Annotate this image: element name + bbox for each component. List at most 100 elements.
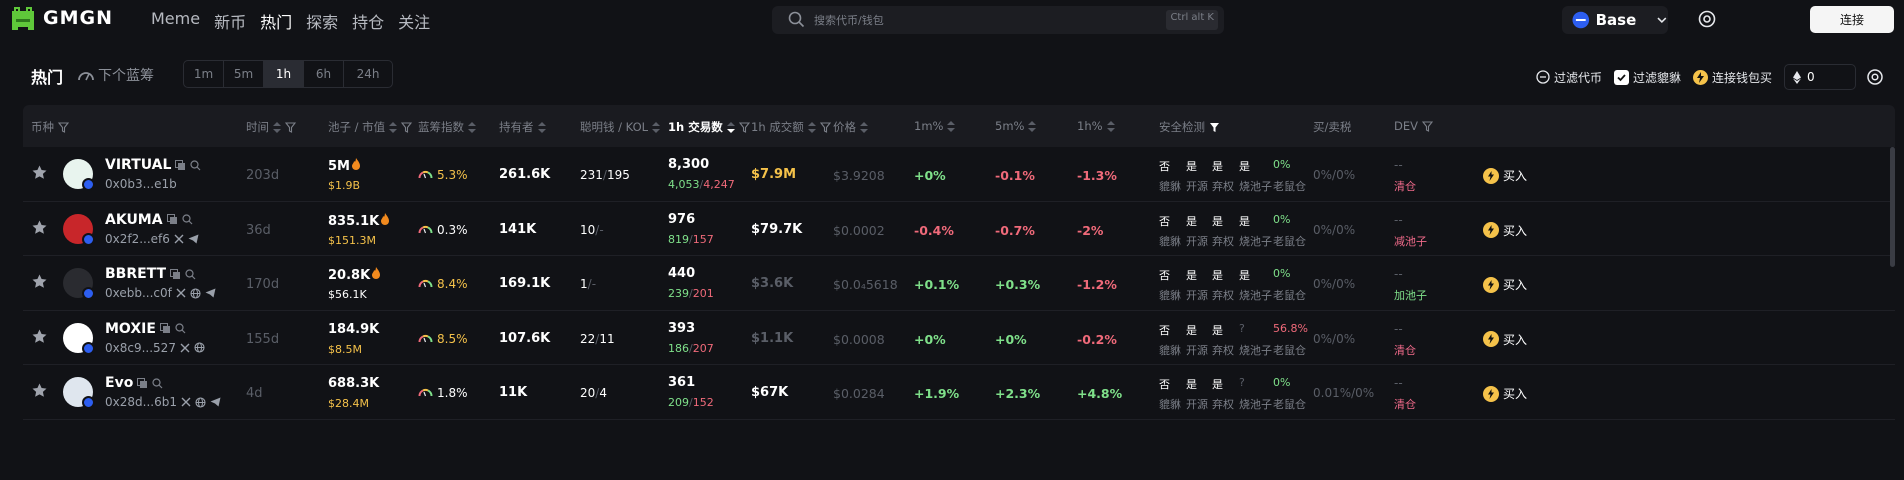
search-icon[interactable] (185, 268, 196, 280)
filter-honeypot-toggle[interactable]: 过滤貔貅 (1613, 69, 1681, 86)
buy-button[interactable]: 买入 (1483, 385, 1527, 402)
token-name-cell[interactable]: MOXIE (105, 321, 186, 337)
search-icon[interactable] (152, 377, 163, 389)
token-name-cell[interactable]: VIRTUAL (105, 157, 201, 173)
sort-icon[interactable] (947, 120, 956, 132)
eth-amount-field[interactable] (1784, 64, 1856, 90)
copy-icon[interactable] (170, 268, 181, 280)
sort-icon[interactable] (1028, 120, 1037, 132)
tab-5m[interactable]: 5m (224, 61, 264, 87)
table-row[interactable]: Evo 0x28d...6b1 4d 688.3K $28.4M 1.8% 11K 20/4 3… (23, 365, 1895, 420)
column-header-blue[interactable]: 蓝筹指数 (418, 119, 476, 135)
x-twitter-icon[interactable] (181, 397, 191, 407)
column-header-coin[interactable]: 币种 (31, 119, 69, 135)
website-globe-icon[interactable] (194, 342, 205, 353)
filter-icon[interactable] (58, 121, 69, 133)
filter-icon[interactable] (401, 121, 413, 133)
wallet-buy-button[interactable]: 连接钱包买 (1692, 69, 1772, 86)
x-twitter-icon[interactable] (180, 343, 190, 353)
x-twitter-icon[interactable] (176, 288, 186, 298)
column-header-smart[interactable]: 聪明钱 / KOL (580, 119, 661, 135)
column-header-volume[interactable]: 1h 成交额 (751, 119, 831, 135)
connect-button[interactable]: 连接 (1810, 6, 1894, 33)
favorite-star-icon[interactable] (32, 274, 47, 289)
tab-1h[interactable]: 1h (264, 61, 304, 87)
search-box[interactable]: Ctrl alt K (772, 6, 1224, 34)
table-row[interactable]: VIRTUAL 0x0b3...e1b 203d 5M $1.9B 5.3% 261.6K 2… (23, 147, 1895, 202)
telegram-icon[interactable] (210, 397, 221, 407)
eth-amount-input[interactable] (1807, 70, 1847, 84)
sort-icon[interactable] (860, 121, 868, 133)
column-header-time[interactable]: 时间 (246, 119, 296, 135)
tab-1m[interactable]: 1m (184, 61, 224, 87)
sort-icon[interactable] (652, 121, 661, 133)
nav-new[interactable]: 新币 (214, 13, 247, 32)
sort-icon[interactable] (537, 121, 546, 133)
nav-holdings[interactable]: 持仓 (352, 13, 385, 32)
table-row[interactable]: BBRETT 0xebb...c0f 170d 20.8K $56.1K 8.4% 169.… (23, 256, 1895, 311)
buy-button[interactable]: 买入 (1483, 167, 1527, 184)
tab-6h[interactable]: 6h (304, 61, 344, 87)
website-globe-icon[interactable] (195, 396, 206, 408)
column-header-h1[interactable]: 1h% (1077, 119, 1115, 133)
favorite-star-icon[interactable] (32, 165, 47, 180)
column-header-price[interactable]: 价格 (833, 119, 868, 135)
next-bluechip-link[interactable]: 下个蓝筹 (77, 65, 154, 85)
sort-icon[interactable] (1106, 120, 1115, 132)
x-twitter-icon[interactable] (174, 234, 184, 244)
token-name-cell[interactable]: BBRETT (105, 266, 196, 282)
favorite-star-icon[interactable] (32, 383, 47, 398)
search-input[interactable] (814, 10, 1114, 30)
buy-button[interactable]: 买入 (1483, 331, 1527, 348)
logo[interactable]: GMGN (10, 5, 113, 31)
favorite-star-icon[interactable] (32, 220, 47, 235)
scrollbar[interactable] (1890, 147, 1895, 267)
token-name-cell[interactable]: Evo (105, 375, 163, 391)
filter-icon[interactable] (819, 121, 831, 133)
table-row[interactable]: AKUMA 0x2f2...ef6 36d 835.1K $151.3M 0.3% 141K… (23, 202, 1895, 256)
sort-icon[interactable] (389, 121, 398, 133)
tab-24h[interactable]: 24h (356, 67, 380, 81)
column-header-holders[interactable]: 持有者 (499, 119, 546, 135)
column-header-txs[interactable]: 1h 交易数 (668, 119, 750, 135)
column-header-security[interactable]: 安全检测 (1159, 119, 1220, 135)
nav-follow[interactable]: 关注 (398, 13, 431, 32)
column-header-m1[interactable]: 1m% (914, 119, 956, 133)
sort-desc-icon[interactable] (726, 121, 735, 133)
telegram-icon[interactable] (188, 234, 199, 244)
filter-tokens-toggle[interactable]: 过滤代币 (1536, 69, 1602, 86)
column-header-m5[interactable]: 5m% (995, 119, 1037, 133)
search-icon[interactable] (190, 159, 201, 171)
filter-active-icon[interactable] (1209, 122, 1220, 133)
search-icon[interactable] (175, 323, 186, 334)
column-header-tax[interactable]: 买/卖税 (1313, 119, 1351, 135)
age-value: 36d (246, 222, 271, 238)
filter-icon[interactable] (738, 121, 750, 133)
website-globe-icon[interactable] (190, 287, 201, 299)
settings-gear-icon[interactable] (1697, 9, 1717, 29)
sort-icon[interactable] (468, 121, 476, 133)
nav-meme[interactable]: Meme (151, 9, 201, 28)
column-header-dev[interactable]: DEV (1394, 119, 1433, 133)
telegram-icon[interactable] (205, 288, 216, 298)
copy-icon[interactable] (159, 323, 171, 334)
search-icon[interactable] (181, 214, 193, 225)
nav-trending[interactable]: 热门 (260, 13, 293, 32)
chain-selector[interactable]: Base (1562, 6, 1668, 34)
buy-button[interactable]: 买入 (1483, 222, 1527, 239)
table-row[interactable]: MOXIE 0x8c9...527 155d 184.9K $8.5M 8.5% 107.6… (23, 311, 1895, 365)
sort-icon[interactable] (807, 121, 816, 133)
favorite-star-icon[interactable] (32, 329, 47, 344)
settings-gear-icon[interactable] (1866, 68, 1884, 86)
buy-button[interactable]: 买入 (1483, 276, 1527, 293)
copy-icon[interactable] (175, 159, 186, 171)
buy-sell-cell: 239/201 (668, 287, 714, 300)
token-name-cell[interactable]: AKUMA (105, 212, 193, 228)
sort-icon[interactable] (273, 121, 281, 133)
filter-icon[interactable] (285, 121, 296, 133)
nav-explore[interactable]: 探索 (306, 13, 339, 32)
copy-icon[interactable] (137, 377, 148, 389)
column-header-pool[interactable]: 池子 / 市值 (328, 119, 413, 135)
copy-icon[interactable] (166, 214, 178, 225)
filter-icon[interactable] (1422, 120, 1433, 132)
